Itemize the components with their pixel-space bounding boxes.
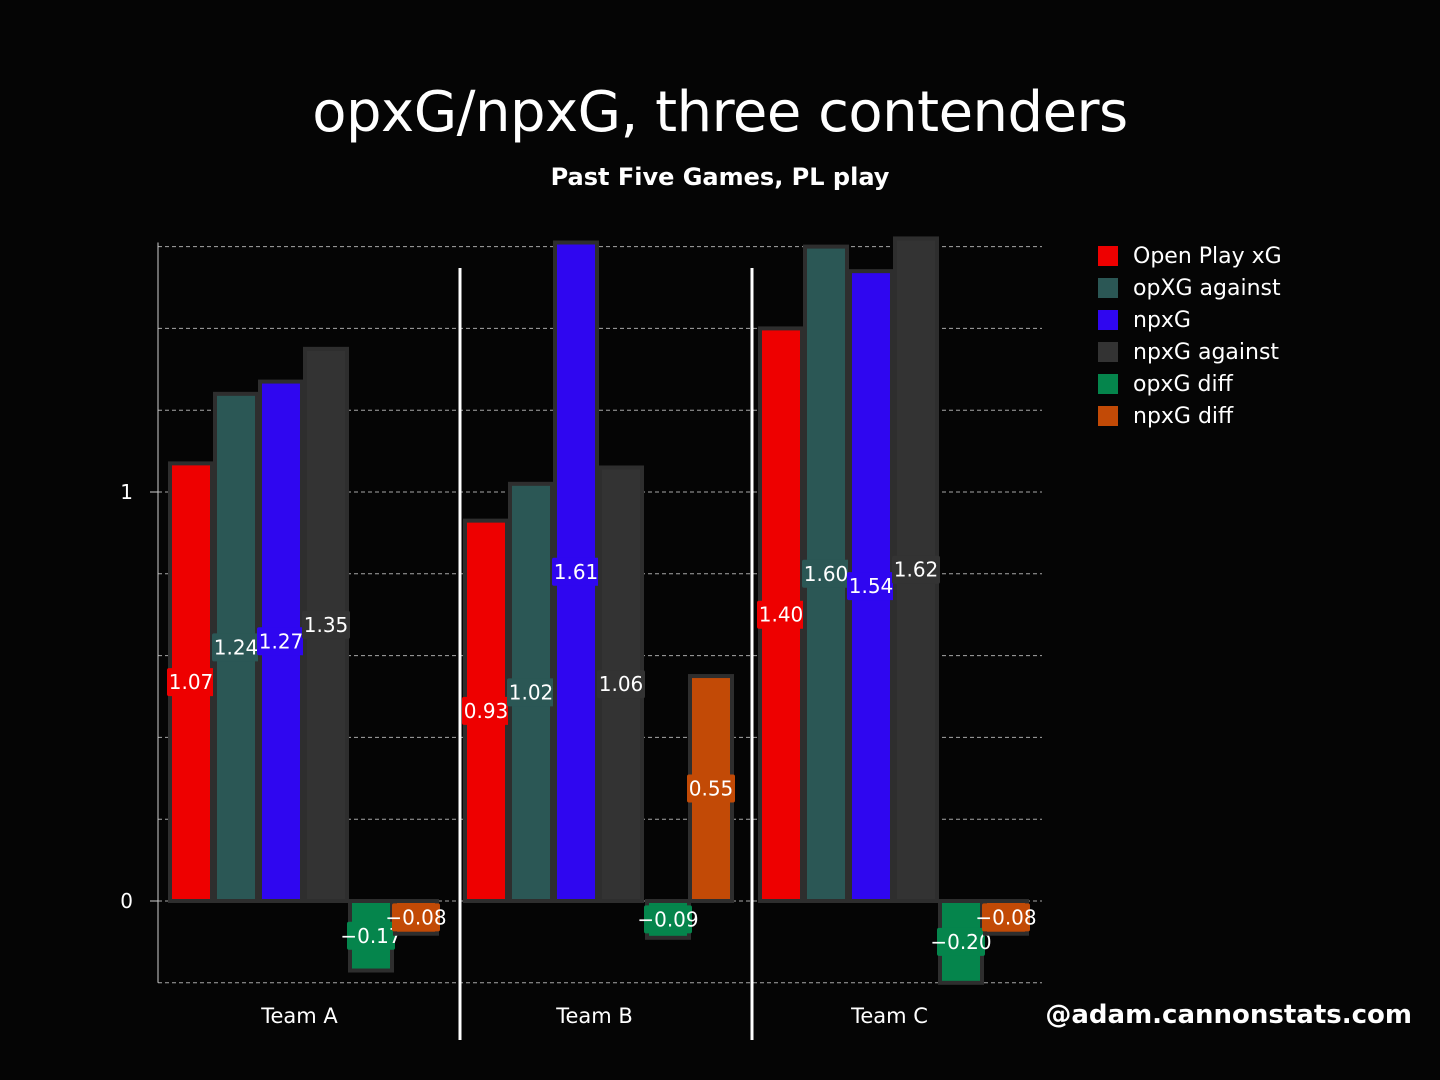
legend-swatch	[1098, 278, 1118, 298]
bar-label-bg	[257, 627, 305, 656]
legend-label: opxG diff	[1133, 371, 1233, 397]
bar-value-label: 1.02	[509, 680, 554, 704]
legend-label: npxG diff	[1133, 403, 1234, 429]
y-tick-label: 0	[120, 889, 133, 913]
bar-value-label: 1.06	[599, 672, 644, 696]
bar-value-label: −0.20	[930, 930, 991, 954]
bar-value-label: 1.54	[849, 574, 894, 598]
bar-label-bg	[687, 774, 735, 803]
credit-handle: @adam.cannonstats.com	[1045, 1000, 1412, 1030]
bar-label-bg	[847, 572, 895, 601]
bar-label-bg	[392, 903, 440, 932]
chart-title: opxG/npxG, three contenders	[312, 80, 1128, 145]
x-category-label: Team A	[260, 1004, 338, 1028]
bar-label-bg	[212, 633, 260, 662]
legend-item: Open Play xG	[1098, 240, 1282, 272]
bar-label-bg	[507, 678, 555, 707]
legend-item: npxG	[1098, 304, 1282, 336]
legend: Open Play xG opXG against npxG npxG against…	[1098, 240, 1282, 432]
legend-swatch	[1098, 374, 1118, 394]
legend-swatch	[1098, 310, 1118, 330]
bar-value-label: −0.08	[975, 905, 1036, 929]
bar-value-label: 0.55	[689, 777, 734, 801]
bar-label-bg	[597, 670, 645, 699]
bar-label-bg	[937, 927, 985, 956]
legend-swatch	[1098, 342, 1118, 362]
x-category-label: Team C	[850, 1004, 928, 1028]
bar-value-label: −0.08	[385, 905, 446, 929]
bar-value-label: 1.24	[214, 635, 259, 659]
bar-value-label: 1.35	[304, 613, 349, 637]
bar-label-bg	[982, 903, 1030, 932]
bar-label-bg	[892, 555, 940, 584]
bar-value-label: −0.17	[340, 924, 401, 948]
legend-label: Open Play xG	[1133, 243, 1282, 269]
legend-label: opXG against	[1133, 275, 1281, 301]
bar-label-bg	[167, 668, 215, 697]
bar-label-bg	[757, 600, 805, 629]
bar-label-bg	[302, 610, 350, 639]
bar-value-label: 0.93	[464, 699, 509, 723]
bar-label-bg	[802, 559, 850, 588]
bar-value-label: 1.07	[169, 670, 214, 694]
legend-swatch	[1098, 406, 1118, 426]
legend-item: opXG against	[1098, 272, 1282, 304]
bar-value-label: −0.09	[637, 907, 698, 931]
legend-label: npxG against	[1133, 339, 1280, 365]
bar-value-label: 1.27	[259, 629, 304, 653]
legend-label: npxG	[1133, 307, 1191, 333]
x-category-label: Team B	[555, 1004, 633, 1028]
y-tick-label: 1	[120, 480, 133, 504]
bar-value-label: 1.60	[804, 562, 849, 586]
bar-label-bg	[644, 905, 692, 934]
bar-value-label: 1.61	[554, 560, 599, 584]
bar-label-bg	[462, 696, 510, 725]
bar-label-bg	[347, 921, 395, 950]
bar-value-label: 1.62	[894, 558, 939, 582]
legend-swatch	[1098, 246, 1118, 266]
legend-item: npxG against	[1098, 336, 1282, 368]
bar-value-label: 1.40	[759, 603, 804, 627]
legend-item: npxG diff	[1098, 400, 1282, 432]
legend-item: opxG diff	[1098, 368, 1282, 400]
chart-subtitle: Past Five Games, PL play	[550, 163, 890, 191]
bar-label-bg	[552, 557, 600, 586]
